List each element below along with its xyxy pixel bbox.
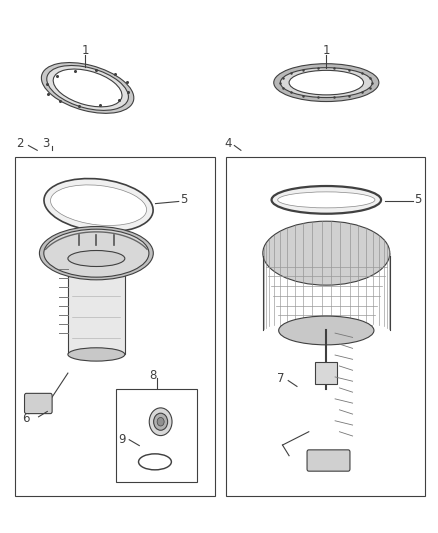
Text: 1: 1 xyxy=(81,44,89,57)
Bar xyxy=(15,157,215,496)
Text: 6: 6 xyxy=(22,412,30,425)
Ellipse shape xyxy=(157,417,164,426)
Ellipse shape xyxy=(138,454,171,470)
Text: 2: 2 xyxy=(16,138,24,150)
Ellipse shape xyxy=(289,70,364,95)
Ellipse shape xyxy=(274,64,379,101)
Ellipse shape xyxy=(272,186,381,214)
Bar xyxy=(68,259,125,354)
Ellipse shape xyxy=(53,69,122,107)
Text: 5: 5 xyxy=(415,193,422,206)
Text: 9: 9 xyxy=(118,433,126,446)
Ellipse shape xyxy=(279,316,374,345)
Text: 1: 1 xyxy=(322,44,330,57)
Ellipse shape xyxy=(50,185,147,225)
Ellipse shape xyxy=(47,66,128,110)
Ellipse shape xyxy=(280,68,372,98)
Ellipse shape xyxy=(149,408,172,435)
Ellipse shape xyxy=(154,413,168,430)
Bar xyxy=(116,389,197,482)
Text: 5: 5 xyxy=(180,193,187,206)
Bar xyxy=(226,157,425,496)
Ellipse shape xyxy=(263,221,390,285)
Ellipse shape xyxy=(68,251,125,266)
Text: 7: 7 xyxy=(276,372,284,385)
Ellipse shape xyxy=(39,227,153,280)
FancyBboxPatch shape xyxy=(307,450,350,471)
Ellipse shape xyxy=(41,62,134,114)
Ellipse shape xyxy=(278,192,375,208)
Text: 3: 3 xyxy=(42,138,49,150)
Ellipse shape xyxy=(44,229,149,277)
Bar xyxy=(315,362,337,384)
Ellipse shape xyxy=(68,348,125,361)
Text: 4: 4 xyxy=(224,138,232,150)
FancyBboxPatch shape xyxy=(25,393,52,414)
Ellipse shape xyxy=(44,179,153,232)
Text: 8: 8 xyxy=(150,369,157,382)
